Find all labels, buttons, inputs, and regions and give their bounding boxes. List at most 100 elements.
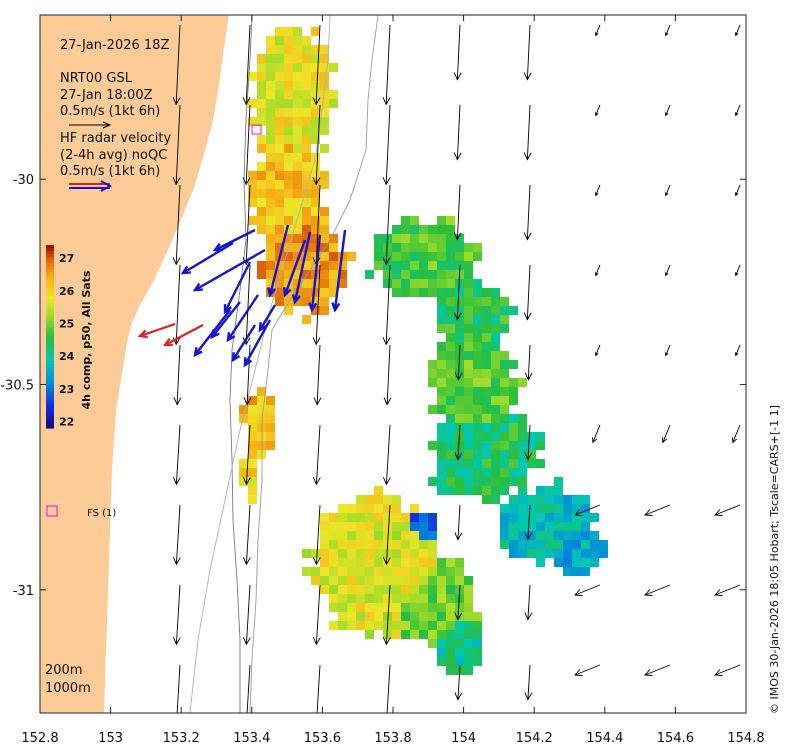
sst-pixel bbox=[482, 477, 491, 486]
sst-pixel bbox=[302, 126, 311, 135]
sst-pixel bbox=[446, 585, 455, 594]
sst-pixel bbox=[347, 531, 356, 540]
sst-pixel bbox=[302, 81, 311, 90]
sst-pixel bbox=[329, 603, 338, 612]
sst-pixel bbox=[500, 306, 509, 315]
sst-pixel bbox=[275, 207, 284, 216]
model-arrow-shaft bbox=[665, 264, 671, 276]
sst-pixel bbox=[473, 486, 482, 495]
sst-pixel bbox=[581, 522, 590, 531]
sst-pixel bbox=[266, 171, 275, 180]
sst-pixel bbox=[527, 450, 536, 459]
sst-pixel bbox=[419, 621, 428, 630]
sst-pixel bbox=[509, 450, 518, 459]
sst-pixel bbox=[266, 405, 275, 414]
sst-pixel bbox=[410, 279, 419, 288]
sst-pixel bbox=[401, 630, 410, 639]
sst-pixel bbox=[374, 621, 383, 630]
land-area bbox=[40, 15, 229, 713]
sst-pixel bbox=[293, 45, 302, 54]
model-arrow-shaft bbox=[595, 344, 601, 356]
sst-pixel bbox=[410, 630, 419, 639]
model-arrow-shaft bbox=[662, 424, 671, 443]
sst-pixel bbox=[266, 252, 275, 261]
sst-pixel bbox=[491, 450, 500, 459]
sst-pixel bbox=[428, 531, 437, 540]
sst-pixel bbox=[446, 378, 455, 387]
sst-pixel bbox=[491, 396, 500, 405]
sst-pixel bbox=[284, 261, 293, 270]
sst-pixel bbox=[464, 414, 473, 423]
model-arrow-shaft bbox=[175, 504, 181, 565]
sst-pixel bbox=[257, 135, 266, 144]
model-arrow bbox=[595, 104, 601, 117]
colorbar-swatch bbox=[46, 385, 54, 389]
sst-pixel bbox=[374, 558, 383, 567]
radar-arrow bbox=[180, 241, 234, 275]
sst-pixel bbox=[563, 513, 572, 522]
model-arrow-head bbox=[524, 612, 533, 621]
sst-pixel bbox=[257, 117, 266, 126]
sst-pixel bbox=[311, 135, 320, 144]
colorbar-swatch bbox=[46, 306, 54, 310]
sst-pixel bbox=[500, 477, 509, 486]
sst-pixel bbox=[365, 630, 374, 639]
sst-pixel bbox=[266, 153, 275, 162]
colorbar-swatch bbox=[46, 248, 54, 252]
sst-pixel bbox=[365, 603, 374, 612]
sst-pixel bbox=[347, 522, 356, 531]
sst-pixel bbox=[293, 126, 302, 135]
sst-pixel bbox=[518, 513, 527, 522]
sst-pixel bbox=[365, 540, 374, 549]
model-arrow-head bbox=[312, 177, 321, 186]
sst-pixel bbox=[419, 594, 428, 603]
colorbar-swatch bbox=[46, 315, 54, 319]
sst-pixel bbox=[509, 306, 518, 315]
sst-pixel bbox=[572, 504, 581, 513]
sst-pixel bbox=[563, 522, 572, 531]
radar-arrow-head bbox=[192, 282, 203, 292]
sst-pixel bbox=[437, 324, 446, 333]
model-arrow-head bbox=[173, 717, 180, 724]
sst-pixel bbox=[464, 459, 473, 468]
model-arrow bbox=[735, 24, 741, 37]
x-tick-label: 152.8 bbox=[21, 731, 58, 746]
model-arrow bbox=[312, 584, 321, 646]
station-marker-upper bbox=[251, 124, 262, 135]
model-arrow-shaft bbox=[385, 424, 391, 485]
sst-pixel bbox=[284, 153, 293, 162]
sst-pixel bbox=[563, 549, 572, 558]
sst-pixel bbox=[419, 279, 428, 288]
sst-pixel bbox=[464, 603, 473, 612]
model-arrow-shaft bbox=[315, 504, 321, 565]
sst-pixel bbox=[383, 495, 392, 504]
sst-pixel bbox=[473, 243, 482, 252]
sst-pixel bbox=[428, 378, 437, 387]
model-arrow-head bbox=[454, 452, 463, 461]
sst-pixel bbox=[491, 306, 500, 315]
sst-pixel bbox=[266, 117, 275, 126]
sst-pixel bbox=[284, 225, 293, 234]
model-arrow bbox=[382, 24, 391, 106]
colorbar-swatch bbox=[46, 278, 54, 283]
sst-pixel bbox=[437, 279, 446, 288]
sst-pixel bbox=[500, 423, 509, 432]
sst-pixel bbox=[455, 468, 464, 477]
sst-pixel bbox=[518, 531, 527, 540]
sst-pixel bbox=[311, 162, 320, 171]
radar-arrow bbox=[267, 224, 290, 298]
sst-pixel bbox=[320, 45, 329, 54]
model-arrow-shaft bbox=[574, 664, 601, 676]
sst-pixel bbox=[311, 27, 320, 36]
model-arrow-head bbox=[523, 312, 532, 321]
sst-pixel bbox=[320, 225, 329, 234]
sst-pixel bbox=[545, 540, 554, 549]
sst-pixel bbox=[428, 405, 437, 414]
sst-pixel bbox=[383, 504, 392, 513]
sst-pixel bbox=[410, 504, 419, 513]
sst-pixel bbox=[437, 252, 446, 261]
sst-pixel bbox=[302, 108, 311, 117]
sst-pixel bbox=[482, 486, 491, 495]
model-arrow bbox=[172, 184, 181, 266]
sst-pixel bbox=[428, 621, 437, 630]
